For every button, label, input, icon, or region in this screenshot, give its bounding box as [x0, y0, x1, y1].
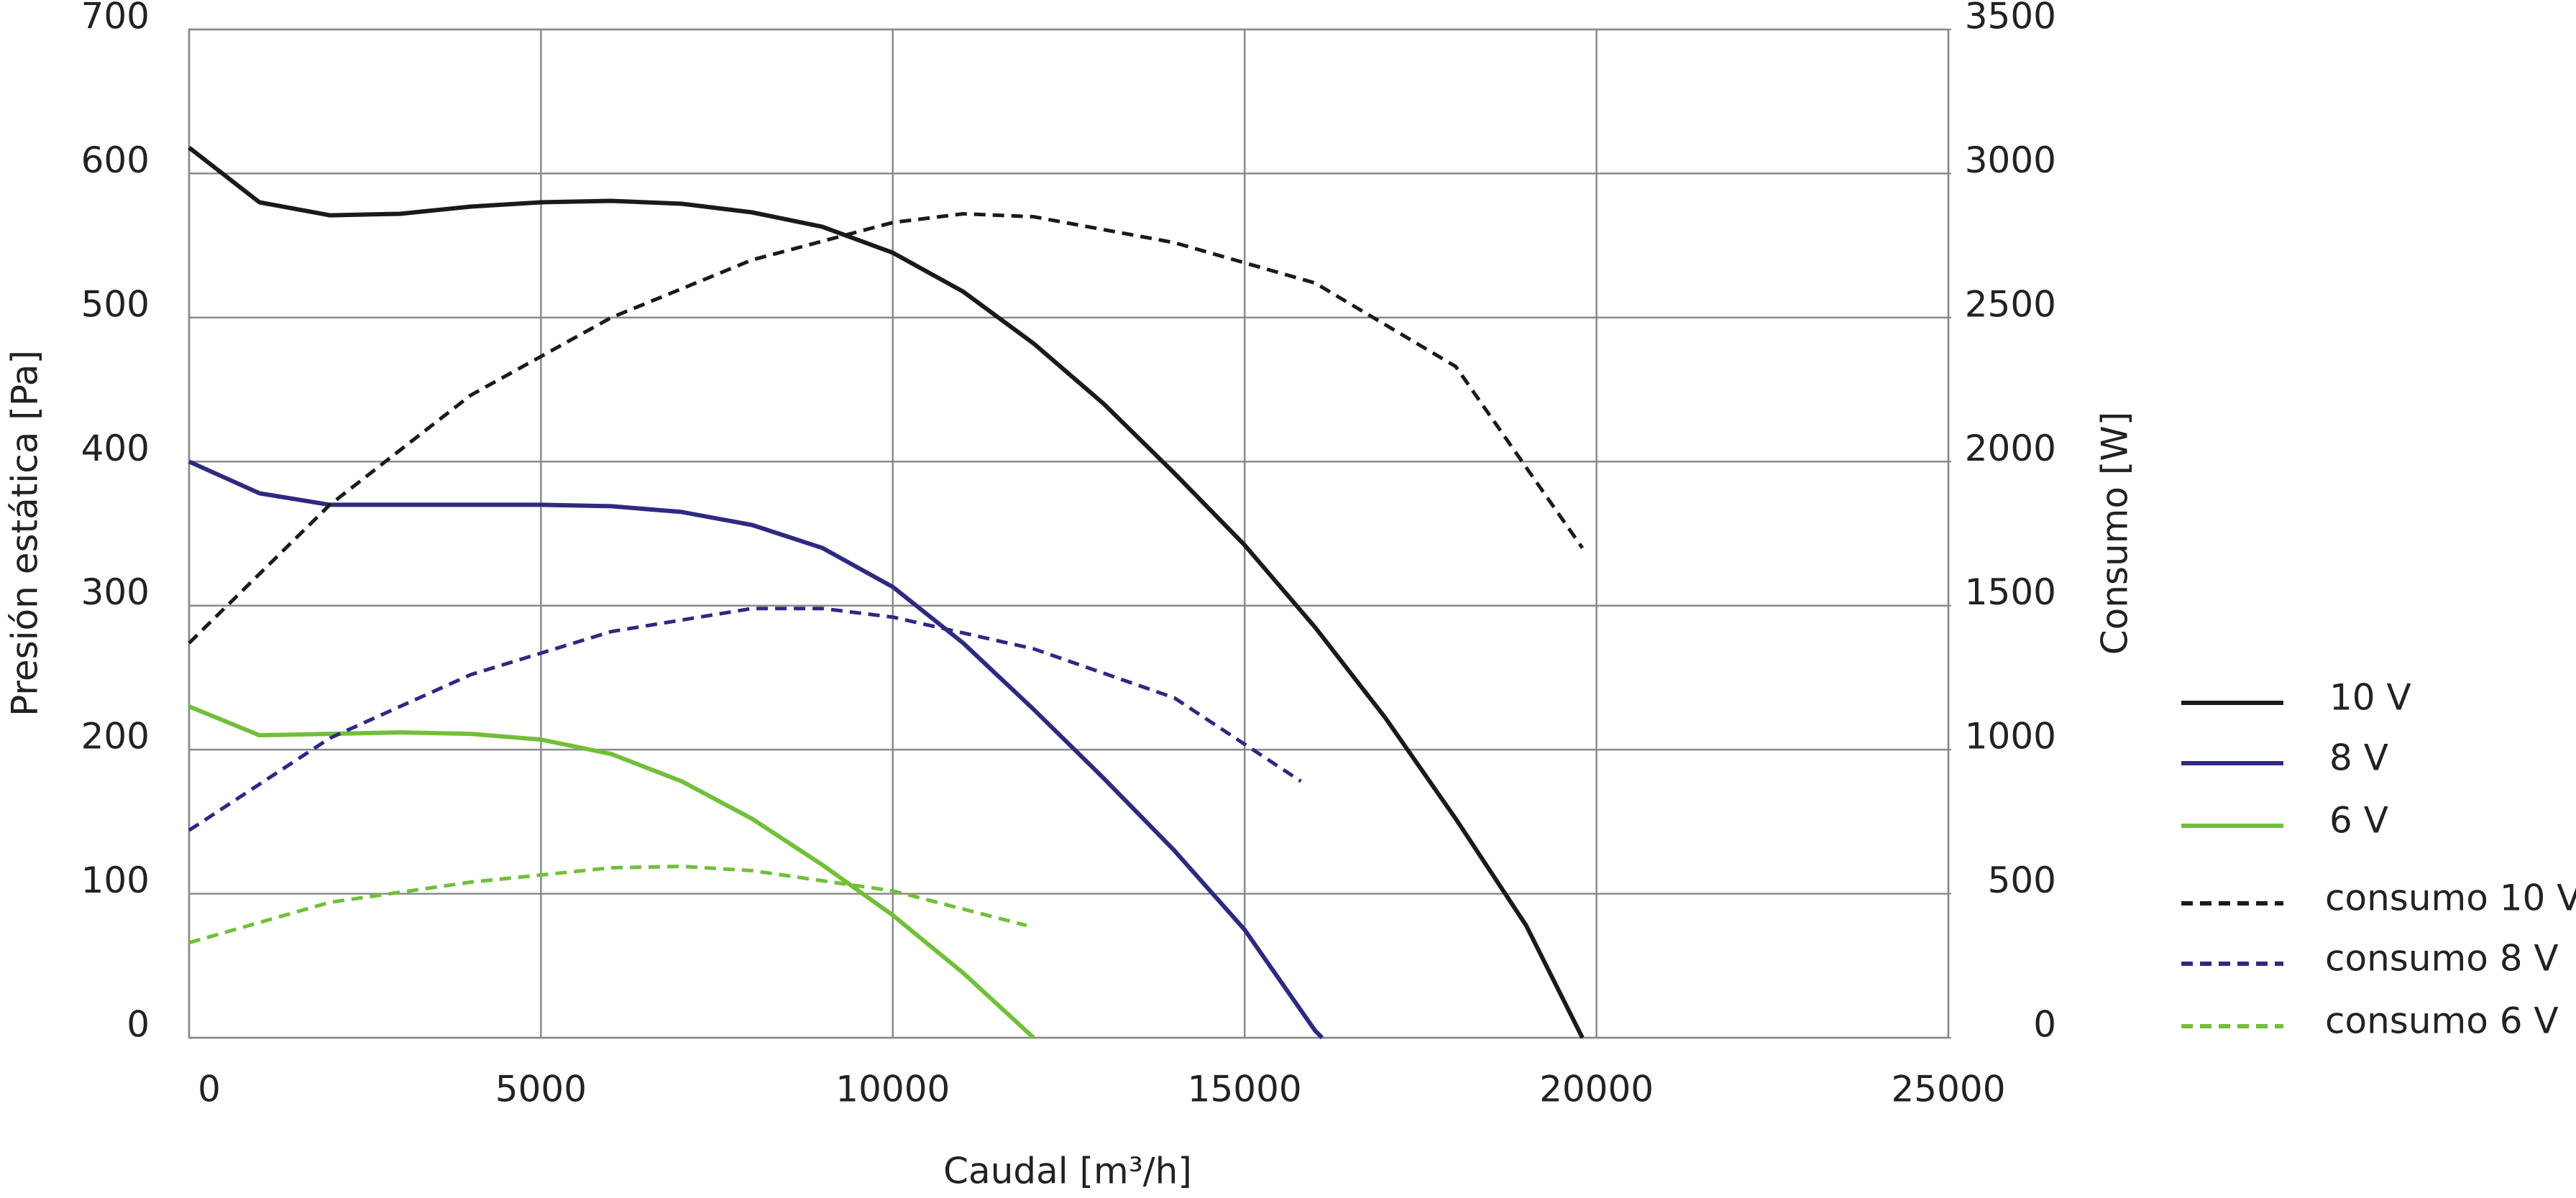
series-line [188, 704, 1035, 1040]
y2-tick-label: 2000 [1965, 428, 2056, 469]
y2-tick-label: 1500 [1965, 571, 2056, 613]
y-tick-label: 400 [81, 428, 150, 469]
y2-tick-label: 500 [1988, 860, 2056, 901]
x-tick-label: 20000 [1539, 1069, 1654, 1110]
series-line [188, 212, 1585, 645]
legend-label: consumo 10 V [2325, 877, 2576, 919]
y2-tick-label: 0 [2033, 1004, 2056, 1046]
y2-tick-label: 2500 [1965, 283, 2056, 325]
series-line [188, 459, 1324, 1040]
x-tick-label: 0 [198, 1069, 221, 1110]
y-tick-label: 300 [81, 571, 150, 613]
legend-label: consumo 6 V [2325, 1000, 2559, 1042]
legend-label: consumo 8 V [2325, 938, 2559, 980]
y2-tick-label: 3000 [1965, 139, 2056, 181]
legend-label: 10 V [2329, 677, 2411, 719]
y2-tick-label: 3500 [1965, 0, 2056, 37]
series-line [188, 865, 1027, 945]
series-line [188, 146, 1585, 1039]
legend-label: 8 V [2329, 737, 2388, 779]
y-axis-title: Presión estática [Pa] [4, 350, 46, 717]
y-tick-label: 700 [81, 0, 150, 37]
y-tick-label: 0 [127, 1004, 150, 1046]
y2-tick-label: 1000 [1965, 716, 2056, 757]
x-axis-title: Caudal [m³/h] [943, 1151, 1192, 1192]
y-tick-label: 500 [81, 283, 150, 325]
y-tick-label: 200 [81, 716, 150, 757]
y2-axis-title: Consumo [W] [2094, 412, 2136, 655]
x-tick-label: 15000 [1188, 1069, 1302, 1110]
x-tick-label: 5000 [495, 1069, 587, 1110]
x-tick-label: 10000 [835, 1069, 950, 1110]
plot-frame [188, 28, 1950, 1039]
y-tick-label: 600 [81, 139, 150, 181]
legend-label: 6 V [2329, 800, 2388, 842]
series-line [188, 607, 1302, 832]
x-tick-label: 25000 [1891, 1069, 2005, 1110]
y-tick-label: 100 [81, 860, 150, 901]
